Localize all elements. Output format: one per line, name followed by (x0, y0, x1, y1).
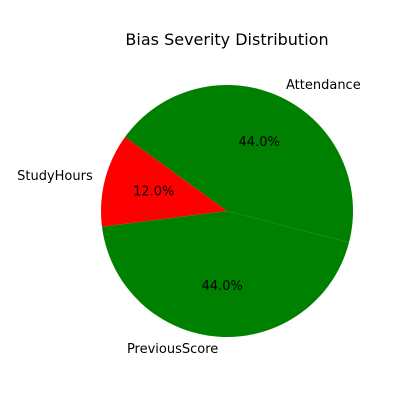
slice-label-previousscore: PreviousScore (127, 342, 218, 357)
slice-label-attendance: Attendance (286, 78, 361, 93)
slice-percent-attendance: 44.0% (239, 135, 280, 150)
pie-slices (101, 84, 353, 338)
slice-percent-previousscore: 44.0% (202, 279, 243, 294)
pie-slice-studyhours (101, 136, 227, 227)
chart-title: Bias Severity Distribution (125, 30, 328, 49)
pie-slice-previousscore (101, 211, 350, 338)
slice-label-studyhours: StudyHours (17, 169, 93, 184)
pie-labels: Attendance 44.0% StudyHours 12.0% PreviousSc… (17, 78, 361, 357)
slice-percent-studyhours: 12.0% (133, 185, 174, 200)
pie-slice-attendance (125, 84, 353, 243)
